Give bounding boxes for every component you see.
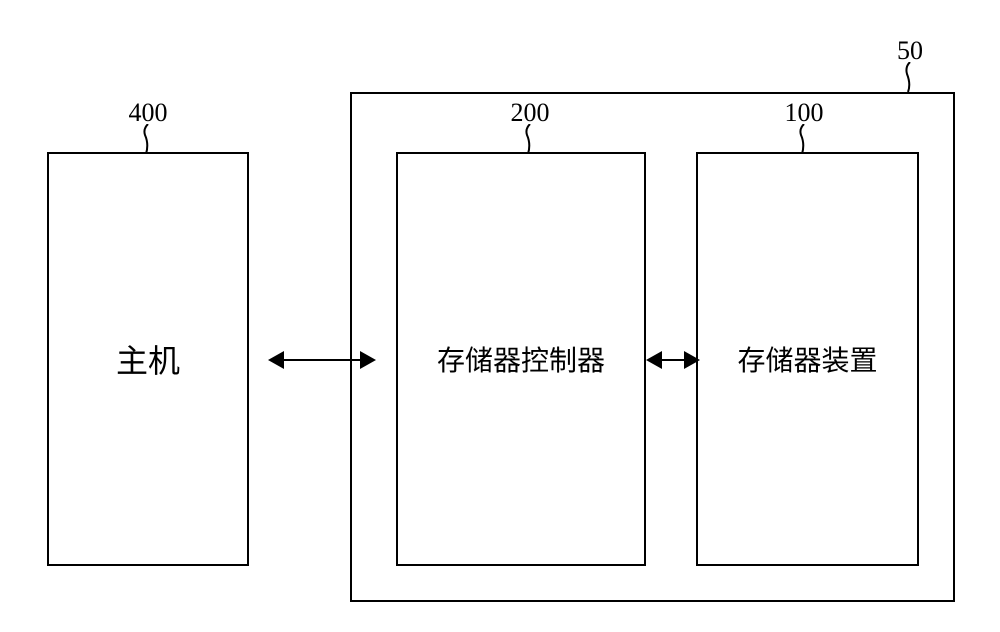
device-text: 存储器装置: [737, 339, 877, 379]
controller-text: 存储器控制器: [437, 339, 605, 379]
diagram-root: 主机 存储器控制器 存储器装置 50 400 200 100: [0, 0, 1000, 632]
device-tick: [799, 124, 811, 154]
system-tick: [905, 62, 917, 92]
arrow-controller-device-left-head: [646, 351, 662, 369]
arrow-host-controller-left-head: [268, 351, 284, 369]
host-box: 主机: [47, 152, 249, 566]
arrow-controller-device-line: [660, 359, 686, 361]
arrow-host-controller-right-head: [360, 351, 376, 369]
host-tick: [143, 124, 155, 154]
arrow-controller-device-right-head: [684, 351, 700, 369]
controller-tick: [525, 124, 537, 154]
device-box: 存储器装置: [696, 152, 919, 566]
controller-box: 存储器控制器: [396, 152, 646, 566]
arrow-host-controller-line: [282, 359, 362, 361]
host-text: 主机: [116, 336, 180, 382]
